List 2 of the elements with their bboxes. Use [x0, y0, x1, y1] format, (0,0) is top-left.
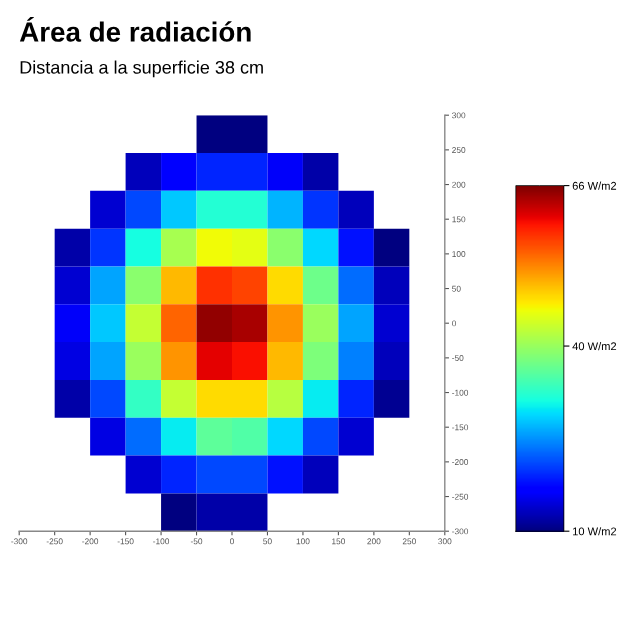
chart-title: Área de radiación	[19, 16, 251, 42]
chart-subtitle: Distancia a la superficie 38 cm	[20, 60, 263, 78]
